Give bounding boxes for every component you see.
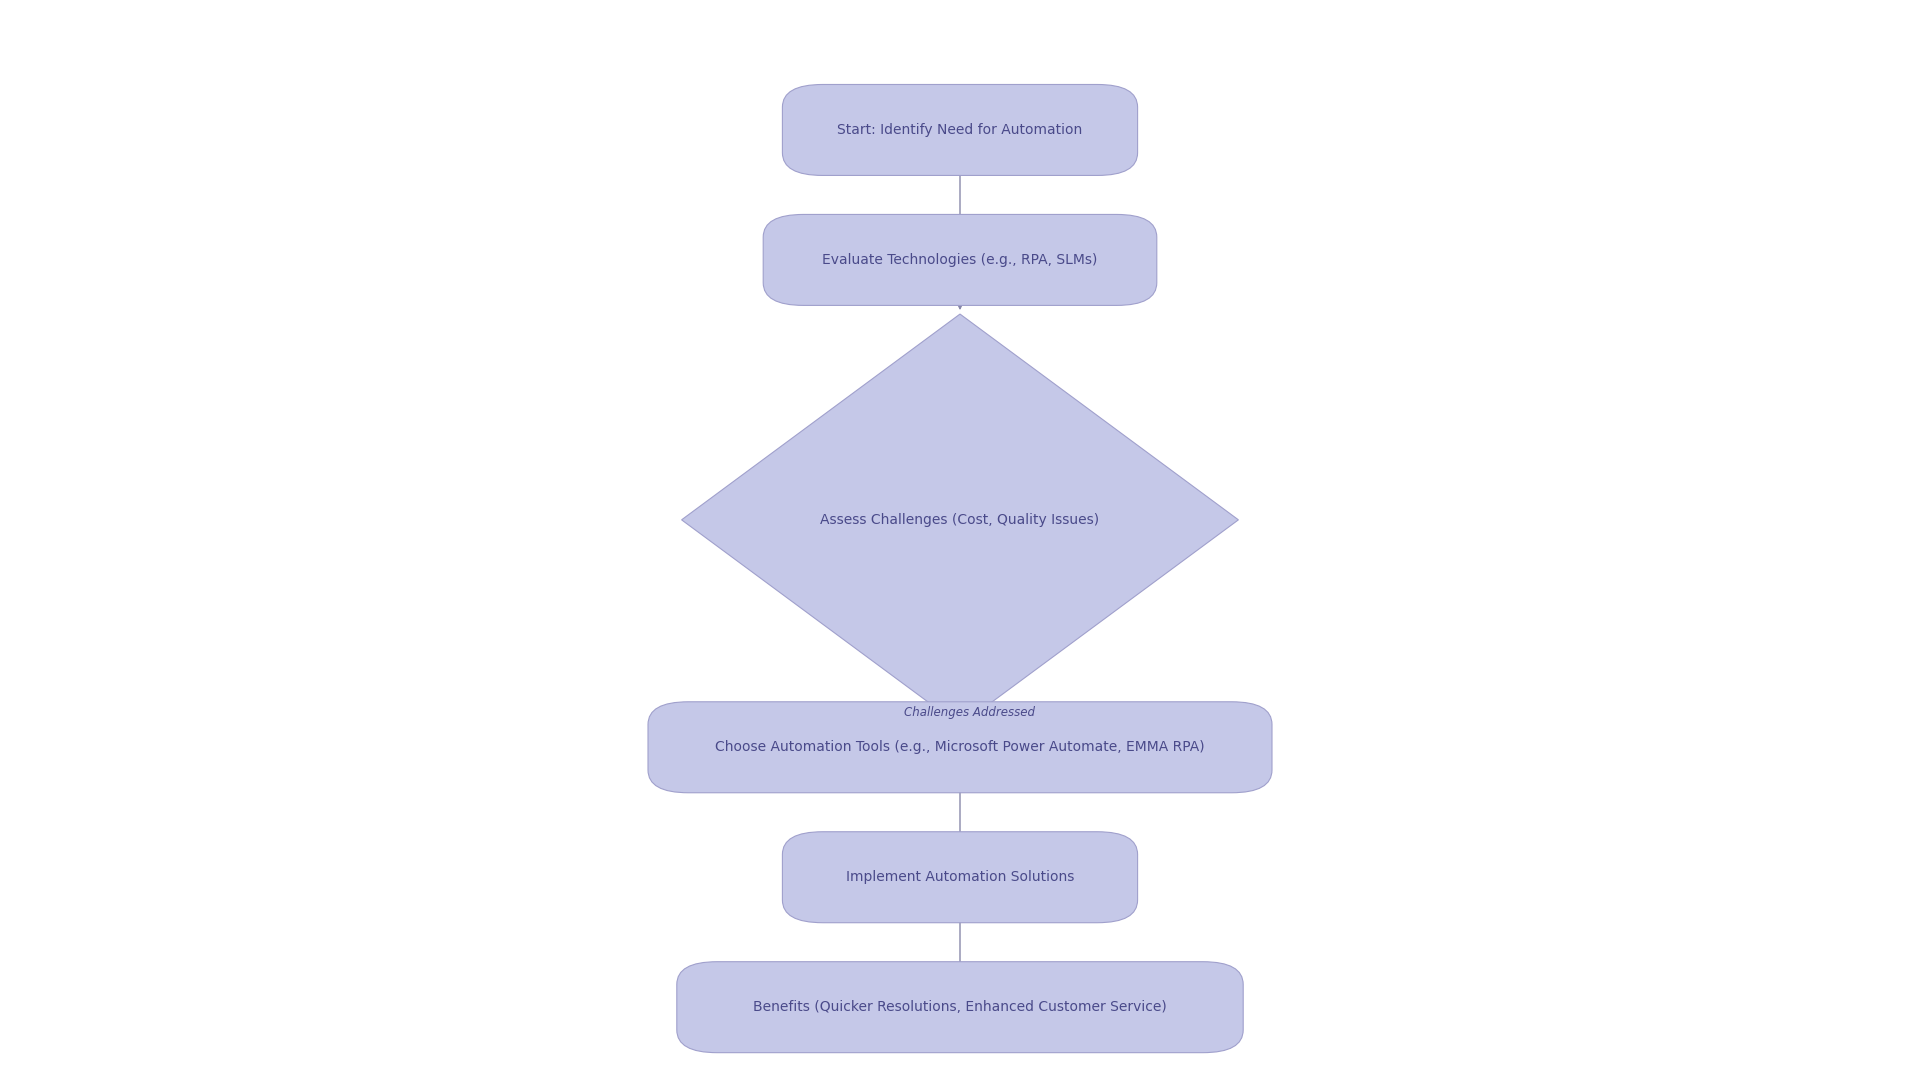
Text: Choose Automation Tools (e.g., Microsoft Power Automate, EMMA RPA): Choose Automation Tools (e.g., Microsoft… [714,741,1206,754]
FancyBboxPatch shape [783,84,1137,175]
Text: Implement Automation Solutions: Implement Automation Solutions [847,871,1073,884]
FancyBboxPatch shape [649,702,1273,793]
FancyBboxPatch shape [764,214,1156,305]
Text: Challenges Addressed: Challenges Addressed [904,705,1035,719]
Text: Evaluate Technologies (e.g., RPA, SLMs): Evaluate Technologies (e.g., RPA, SLMs) [822,253,1098,266]
Text: Benefits (Quicker Resolutions, Enhanced Customer Service): Benefits (Quicker Resolutions, Enhanced … [753,1001,1167,1014]
FancyBboxPatch shape [783,832,1137,923]
Text: Assess Challenges (Cost, Quality Issues): Assess Challenges (Cost, Quality Issues) [820,513,1100,526]
Polygon shape [682,314,1238,726]
Text: Start: Identify Need for Automation: Start: Identify Need for Automation [837,123,1083,136]
FancyBboxPatch shape [678,962,1242,1053]
